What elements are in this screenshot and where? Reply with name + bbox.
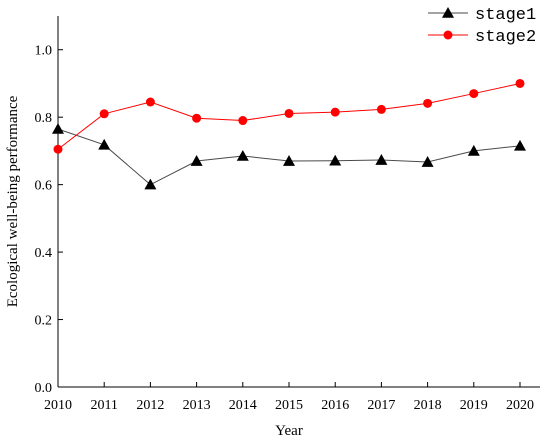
y-axis-title: Ecological well-being performance: [5, 95, 21, 307]
legend: stage1 stage2: [428, 6, 536, 47]
legend-label: stage1: [475, 6, 536, 25]
y-tick-label: 1.0: [35, 44, 53, 59]
stage1-point: [514, 139, 526, 151]
y-tick-label: 0.6: [35, 179, 53, 194]
stage1-point: [283, 155, 295, 166]
stage2-point: [423, 98, 433, 108]
x-tick-label: 2011: [90, 398, 117, 413]
stage1-point: [375, 154, 388, 165]
x-tick-label: 2014: [229, 398, 257, 413]
stage1-point: [98, 138, 111, 150]
y-axis-ticks: 0.0 0.2 0.4 0.6 0.8 1.0: [35, 44, 63, 396]
stage1-point: [329, 154, 342, 166]
stage2-point: [192, 113, 202, 123]
stage1-point: [144, 178, 157, 190]
legend-item-stage1: stage1: [428, 6, 536, 25]
axes: [57, 16, 540, 388]
stage1-point: [421, 156, 434, 167]
x-tick-label: 2016: [321, 398, 349, 413]
legend-marker: [442, 7, 454, 18]
stage2-point: [145, 97, 155, 107]
stage2-point: [53, 144, 63, 154]
stage1-point: [467, 144, 480, 156]
stage2-point: [238, 116, 248, 126]
x-tick-label: 2019: [460, 398, 488, 413]
stage1-point: [236, 149, 249, 161]
stage2-point: [330, 107, 340, 117]
y-tick-label: 0.4: [35, 246, 53, 261]
stage1-point: [52, 122, 64, 134]
stage1-point: [190, 155, 203, 166]
series-stage1: [52, 122, 526, 190]
stage2-point: [284, 108, 294, 118]
y-tick-label: 0.8: [35, 111, 53, 126]
stage2-point: [469, 89, 479, 99]
x-axis-title: Year: [275, 423, 303, 439]
legend-label: stage2: [475, 28, 536, 47]
y-tick-label: 0.0: [35, 381, 53, 396]
stage2-point: [376, 104, 386, 114]
stage2-point: [99, 109, 109, 119]
x-axis-ticks: 2010 2011 2012 2013 2014 2015 2016 2017 2018 2019…: [44, 382, 534, 413]
series-stage2: [53, 78, 525, 154]
y-tick-label: 0.2: [35, 314, 53, 329]
x-tick-label: 2012: [136, 398, 164, 413]
legend-marker: [443, 30, 453, 40]
x-tick-label: 2015: [275, 398, 303, 413]
x-tick-label: 2013: [183, 398, 211, 413]
series-layer: [52, 78, 526, 190]
legend-item-stage2: stage2: [428, 28, 536, 47]
x-tick-label: 2020: [506, 398, 534, 413]
x-tick-label: 2017: [367, 398, 395, 413]
stage2-point: [515, 78, 525, 88]
x-tick-label: 2018: [414, 398, 442, 413]
x-tick-label: 2010: [44, 398, 72, 413]
